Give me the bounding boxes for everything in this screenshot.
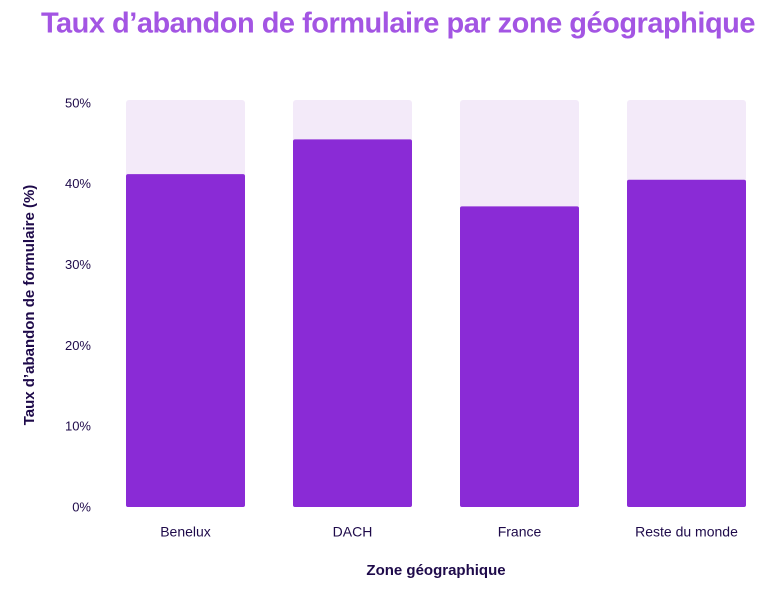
y-tick-label: 30% <box>65 257 91 272</box>
x-tick-label: DACH <box>333 524 373 540</box>
y-tick-label: 10% <box>65 419 91 434</box>
chart-title: Taux d’abandon de formulaire par zone gé… <box>41 8 755 40</box>
y-tick-label: 0% <box>72 499 91 514</box>
bar <box>460 206 579 507</box>
bar <box>126 174 245 507</box>
y-tick-label: 40% <box>65 176 91 191</box>
y-tick-label: 50% <box>65 95 91 110</box>
bar <box>293 139 412 508</box>
x-axis-title: Zone géographique <box>366 562 505 579</box>
y-axis-title: Taux d’abandon de formulaire (%) <box>21 185 38 426</box>
x-tick-label: France <box>498 524 542 540</box>
y-tick-label: 20% <box>65 338 91 353</box>
x-tick-label: Benelux <box>160 524 211 540</box>
bar <box>627 179 746 507</box>
x-tick-label: Reste du monde <box>635 524 738 540</box>
